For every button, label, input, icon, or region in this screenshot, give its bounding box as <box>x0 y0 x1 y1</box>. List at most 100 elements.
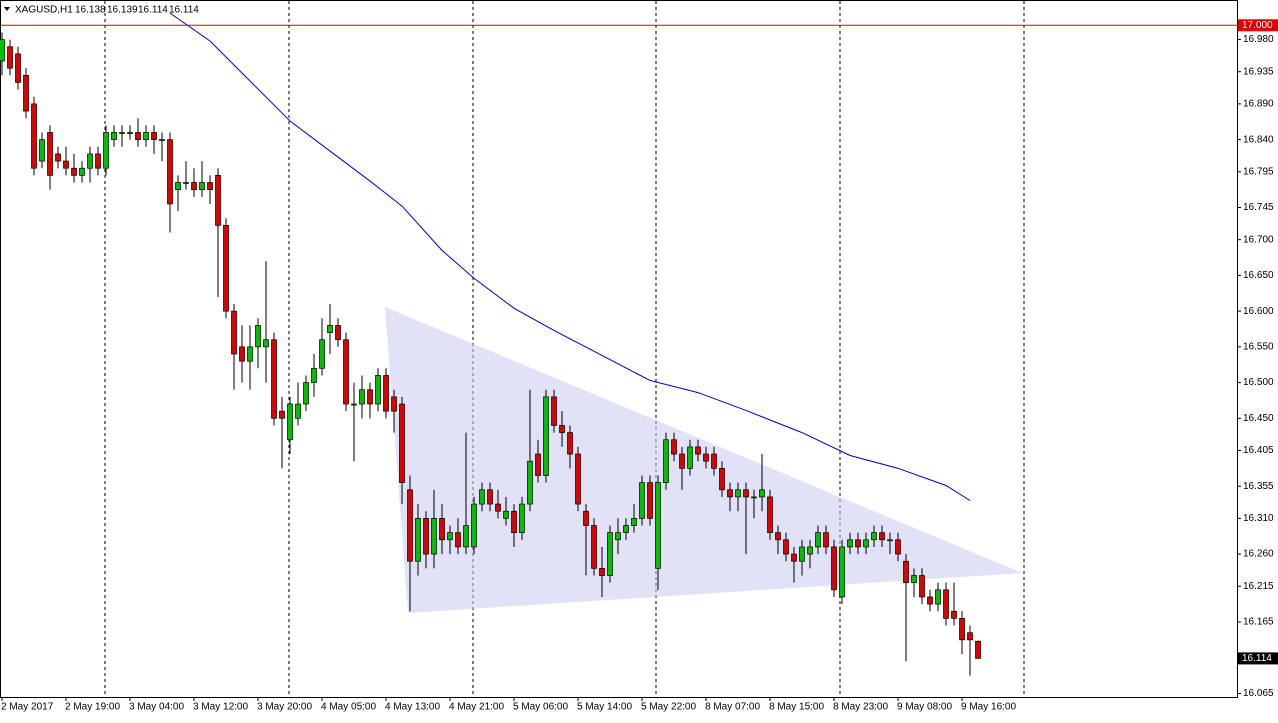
bull-body <box>687 446 693 469</box>
bull-body <box>199 182 205 190</box>
bull-body <box>103 132 109 169</box>
bear-body <box>959 618 965 641</box>
bull-body <box>127 132 133 134</box>
bear-body <box>943 589 949 619</box>
bear-body <box>591 525 597 569</box>
bear-body <box>63 160 69 169</box>
x-tick-label: 3 May 12:00 <box>193 702 248 713</box>
bear-body <box>23 74 29 112</box>
bull-body <box>543 396 549 476</box>
bear-body <box>439 518 445 541</box>
y-tick-label: 16.795 <box>1243 166 1274 177</box>
x-tick-label: 5 May 22:00 <box>641 702 696 713</box>
bull-body <box>807 546 813 555</box>
bull-body <box>287 403 293 441</box>
y-tick-label: 16.980 <box>1243 34 1274 45</box>
y-tick-label: 16.745 <box>1243 202 1274 213</box>
open-value: 16.138 <box>75 5 106 16</box>
bull-body <box>319 339 325 369</box>
bear-body <box>535 453 541 476</box>
bear-body <box>335 325 341 341</box>
bear-body <box>823 532 829 548</box>
y-tick-label: 16.840 <box>1243 134 1274 145</box>
y-tick-label: 16.450 <box>1243 413 1274 424</box>
bear-body <box>711 453 717 469</box>
x-tick-label: 2 May 2017 <box>1 702 54 713</box>
bear-body <box>423 518 429 555</box>
bull-body <box>519 503 525 533</box>
bull-body <box>871 532 877 541</box>
bear-body <box>399 403 405 483</box>
bull-body <box>295 403 301 419</box>
bear-body <box>975 640 981 659</box>
x-tick-label: 4 May 13:00 <box>385 702 440 713</box>
bear-body <box>927 596 933 605</box>
y-tick-label: 16.890 <box>1243 99 1274 110</box>
bull-body <box>607 532 613 576</box>
bull-body <box>463 525 469 548</box>
bull-body <box>247 346 253 362</box>
bull-body <box>39 139 45 162</box>
bear-body <box>7 46 13 69</box>
moving-average <box>169 12 971 501</box>
bear-body <box>967 632 973 641</box>
x-tick-label: 8 May 15:00 <box>769 702 824 713</box>
x-tick-label: 4 May 21:00 <box>449 702 504 713</box>
bear-body <box>95 153 101 169</box>
bull-body <box>175 182 181 190</box>
x-tick-label: 5 May 06:00 <box>513 702 568 713</box>
bear-body <box>279 410 285 419</box>
bull-body <box>759 489 765 498</box>
bull-body <box>303 382 309 405</box>
bear-body <box>231 310 237 355</box>
bear-body <box>47 132 53 176</box>
y-tick-label: 16.650 <box>1243 270 1274 281</box>
x-tick-label: 9 May 08:00 <box>897 702 952 713</box>
bear-body <box>367 389 373 405</box>
bear-body <box>767 496 773 533</box>
bear-body <box>775 532 781 541</box>
x-tick-label: 8 May 07:00 <box>705 702 760 713</box>
bull-body <box>351 403 357 406</box>
bear-body <box>919 575 925 598</box>
bull-body <box>431 518 437 555</box>
bull-body <box>359 389 365 405</box>
y-tick-label: 16.065 <box>1243 688 1274 699</box>
chart-layer <box>0 12 1237 676</box>
bear-body <box>15 53 21 83</box>
bear-body <box>567 432 573 455</box>
bull-body <box>639 482 645 519</box>
bull-body <box>159 139 165 141</box>
bull-body <box>751 496 757 499</box>
bear-body <box>55 153 61 162</box>
high-value: 16.139 <box>107 5 138 16</box>
bull-body <box>503 510 509 519</box>
bear-body <box>895 539 901 555</box>
bear-body <box>135 132 141 140</box>
menu-arrow <box>4 7 10 11</box>
bear-body <box>719 467 725 491</box>
bear-body <box>271 339 277 419</box>
bear-body <box>575 453 581 505</box>
bull-body <box>911 575 917 584</box>
bull-body <box>447 532 453 541</box>
y-tick-label: 16.165 <box>1243 617 1274 628</box>
y-tick-label: 16.550 <box>1243 341 1274 352</box>
bull-body <box>79 167 85 176</box>
bull-body <box>527 460 533 505</box>
bull-body <box>255 325 261 348</box>
bull-body <box>471 503 477 548</box>
bear-body <box>223 225 229 312</box>
bull-body <box>799 546 805 562</box>
bear-body <box>855 539 861 548</box>
bear-body <box>31 103 37 169</box>
bear-body <box>791 553 797 562</box>
level-label: 17.000 <box>1242 20 1273 31</box>
bull-body <box>935 589 941 605</box>
bull-body <box>87 153 93 169</box>
bear-body <box>703 453 709 462</box>
bear-body <box>671 439 677 455</box>
x-tick-label: 3 May 20:00 <box>257 702 312 713</box>
bear-body <box>951 610 957 619</box>
